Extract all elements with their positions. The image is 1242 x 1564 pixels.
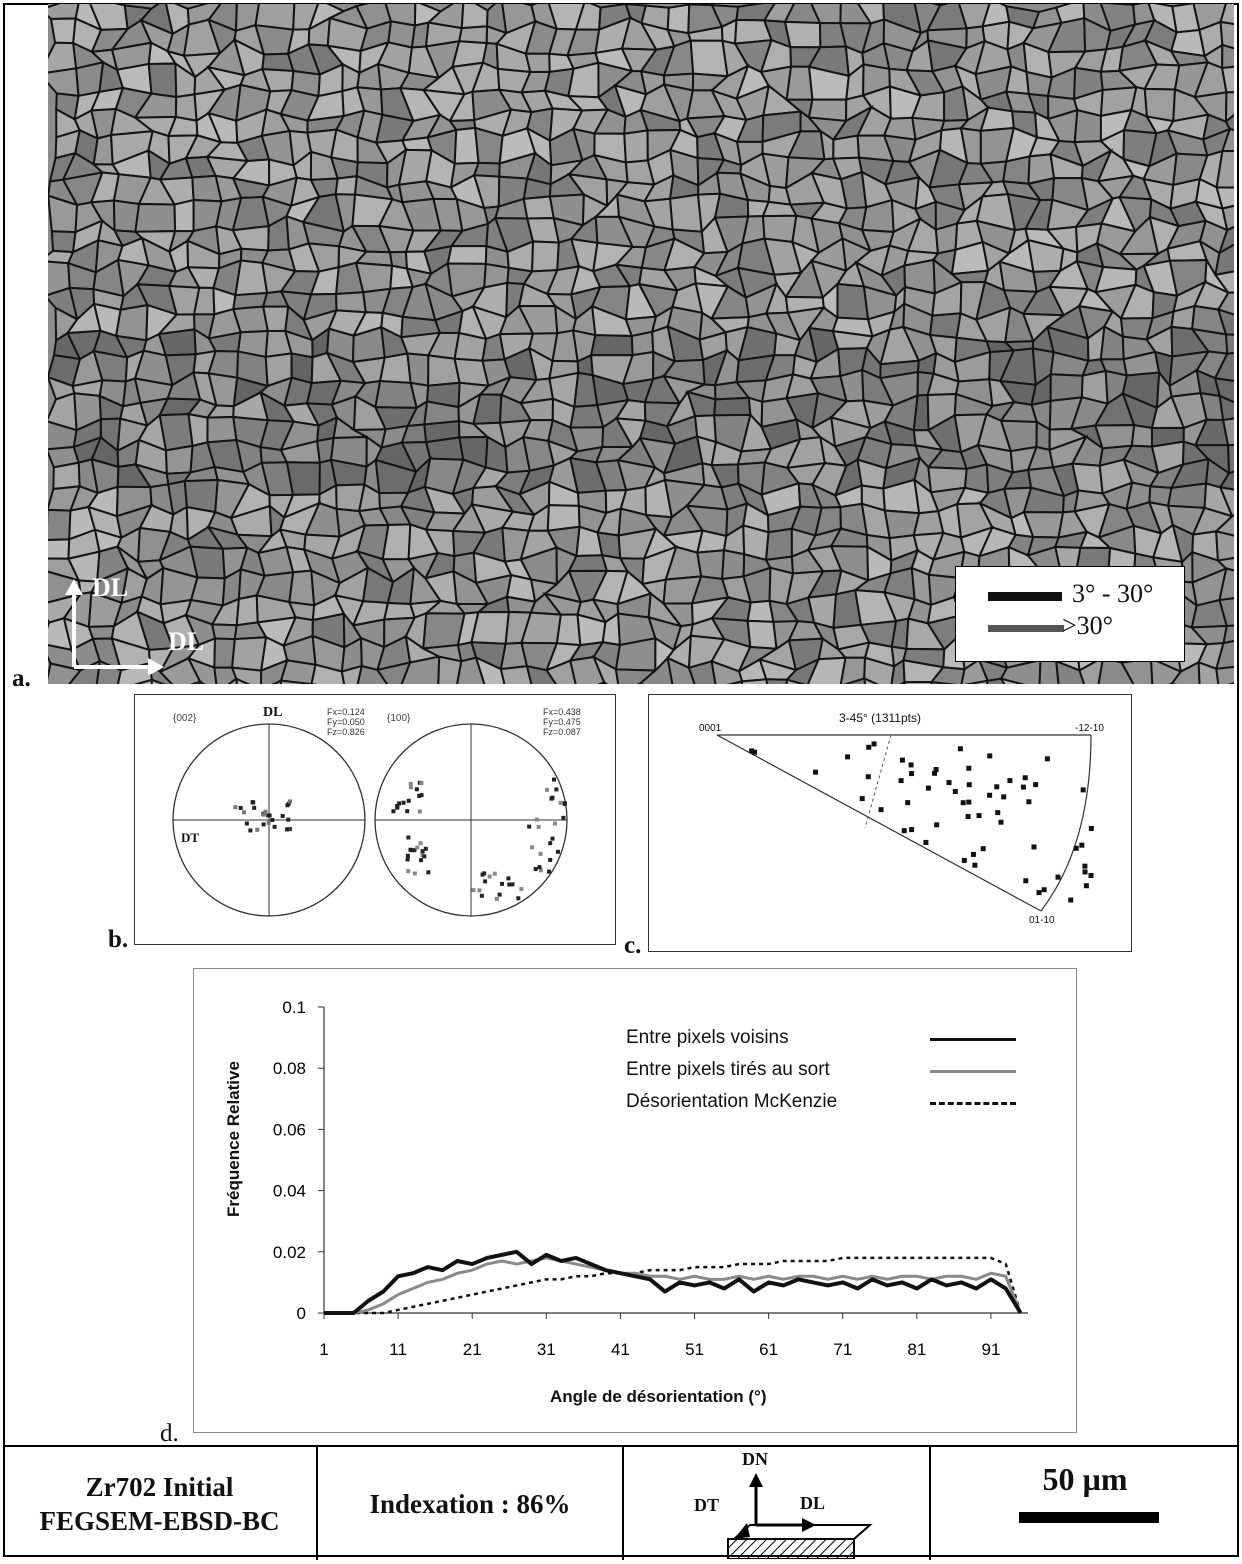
footer-cell-orientation: DN DT DL [624,1447,931,1560]
x-tick-label: 81 [907,1340,926,1359]
chart-ylabel: Fréquence Relative [224,1039,244,1239]
panel-a-axes: DL DL [58,575,168,675]
legend-label-high-angle: >30° [1062,611,1113,641]
pf-right-fx: Fx=0.438 [543,707,581,717]
pf-left-stats: Fx=0.124 Fy=0.050 Fz=0.826 [327,707,365,737]
pf-right-stats: Fx=0.438 Fy=0.475 Fz=0.087 [543,707,581,737]
pf-left-dt: DT [181,830,199,846]
y-tick-label: 0.04 [273,1182,306,1201]
x-tick-label: 1 [319,1340,328,1359]
orientation-diagram: DN DT DL [684,1453,884,1559]
legend-label-low-angle: 3° - 30° [1072,579,1153,609]
pf-left-dl: DL [263,705,282,721]
pf-left-fz: Fz=0.826 [327,727,365,737]
axis-label-right: DL [168,627,204,657]
pf-left-title: {002} [173,713,196,724]
ipf-corner-0001: 0001 [699,723,721,734]
ipf-title: 3-45° (1311pts) [839,711,921,725]
x-tick-label: 51 [685,1340,704,1359]
panel-c-box: 3-45° (1311pts) 0001 -12-10 01-10 [648,694,1132,952]
ipf-corner-12-10: -12-10 [1075,723,1104,734]
footer-cell-title: Zr702 Initial FEGSEM-EBSD-BC [3,1447,318,1560]
panel-a-legend: 3° - 30° >30° [955,566,1185,662]
legend-label-mckenzie: Désorientation McKenzie [626,1091,837,1113]
y-tick-label: 0.02 [273,1243,306,1262]
x-tick-label: 31 [537,1340,556,1359]
legend-line-high-angle [988,625,1064,632]
x-tick-label: 21 [463,1340,482,1359]
y-tick-label: 0 [297,1304,306,1323]
footer-indexation: Indexation : 86% [369,1487,570,1521]
legend-label-hasard: Entre pixels tirés au sort [626,1059,830,1081]
panel-d-letter: d. [160,1420,179,1448]
pf-left-fx: Fx=0.124 [327,707,365,717]
x-tick-label: 41 [611,1340,630,1359]
x-tick-label: 11 [389,1340,407,1359]
scale-bar-label: 50 µm [931,1461,1239,1498]
pf-left-fy: Fy=0.050 [327,717,365,727]
pf-right-title: {100} [387,713,410,724]
axis-dl-label: DL [800,1493,825,1514]
pf-right-fz: Fz=0.087 [543,727,581,737]
panel-b-box: {002} DL DT Fx=0.124 Fy=0.050 Fz=0.826 {… [134,694,616,945]
y-tick-label: 0.06 [273,1120,306,1139]
x-tick-label: 91 [981,1340,1000,1359]
x-tick-label: 61 [759,1340,778,1359]
legend-label-voisins: Entre pixels voisins [626,1027,789,1049]
footer-title-line1: Zr702 Initial [39,1470,279,1504]
panel-a-letter: a. [12,665,31,693]
inverse-pole-figure [649,695,1131,950]
y-tick-label: 0.1 [282,998,306,1017]
pf-right-fy: Fy=0.475 [543,717,581,727]
panel-b-letter: b. [108,926,128,954]
footer-cell-indexation: Indexation : 86% [318,1447,624,1560]
legend-swatch-mckenzie [930,1102,1016,1105]
x-tick-label: 71 [833,1340,852,1359]
axis-label-up: DL [92,573,128,603]
footer-title-line2: FEGSEM-EBSD-BC [39,1504,279,1538]
legend-swatch-hasard [930,1070,1016,1073]
axis-dn-label: DN [742,1449,768,1470]
scale-bar [1019,1512,1159,1523]
y-tick-label: 0.08 [273,1059,306,1078]
footer-cell-scale: 50 µm [931,1447,1239,1560]
legend-item-mckenzie: Désorientation McKenzie [626,1087,1026,1119]
legend-item-voisins: Entre pixels voisins [626,1023,1026,1055]
legend-line-low-angle [988,592,1062,601]
legend-swatch-voisins [930,1038,1016,1041]
chart-xlabel: Angle de désorientation (°) [550,1387,766,1407]
axis-dt-label: DT [694,1495,719,1516]
panel-c-letter: c. [624,932,641,960]
legend-item-hasard: Entre pixels tirés au sort [626,1055,1026,1087]
ipf-corner-01-10: 01-10 [1029,915,1055,926]
